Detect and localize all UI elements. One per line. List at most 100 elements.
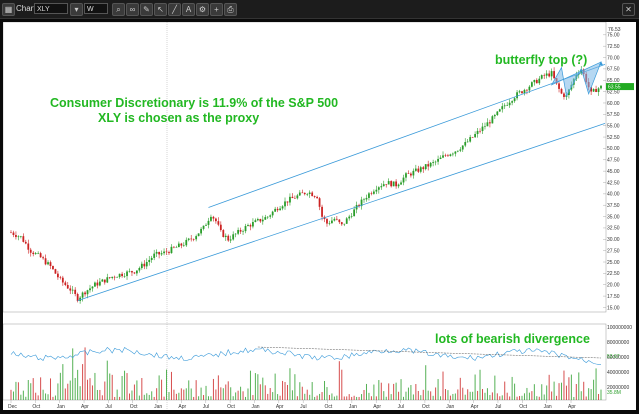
time-tick-label: Apr xyxy=(373,404,381,410)
volume-bar xyxy=(489,395,491,400)
candle-body xyxy=(24,241,27,244)
volume-bar xyxy=(264,385,266,400)
volume-bar xyxy=(593,379,595,400)
candle-body xyxy=(34,253,37,255)
link-icon[interactable]: ∞ xyxy=(126,3,139,16)
candle-body xyxy=(353,209,356,217)
volume-bar xyxy=(35,392,37,400)
candle-body xyxy=(301,192,304,194)
volume-bar xyxy=(289,368,291,400)
price-tick-label: 47.50 xyxy=(607,158,620,164)
rsi-current-label: 53.67 xyxy=(607,354,620,360)
candle-body xyxy=(318,198,321,207)
candle-body xyxy=(242,231,244,232)
volume-bar xyxy=(556,395,558,400)
volume-bar xyxy=(89,378,91,400)
candle-body xyxy=(340,222,343,225)
candle-body xyxy=(316,196,319,199)
text-icon[interactable]: A xyxy=(182,3,195,16)
candle-body xyxy=(331,220,333,224)
volume-bar xyxy=(272,392,274,400)
volume-bar xyxy=(430,391,432,400)
search-icon[interactable]: ⌕ xyxy=(112,3,125,16)
close-icon[interactable]: ✕ xyxy=(622,3,635,16)
volume-bar xyxy=(282,380,284,400)
price-tick-label: 70.00 xyxy=(607,55,620,61)
volume-bar xyxy=(133,384,135,400)
volume-bar xyxy=(141,378,143,400)
candle-body xyxy=(333,218,336,221)
candle-body xyxy=(407,173,410,174)
candle-body xyxy=(370,193,373,194)
pencil-icon[interactable]: ✎ xyxy=(140,3,153,16)
candle-body xyxy=(326,219,328,224)
candle-body xyxy=(212,216,215,219)
volume-bar xyxy=(274,373,276,400)
candle-body xyxy=(511,101,514,103)
candle-body xyxy=(382,184,385,187)
time-tick-label: Jan xyxy=(154,404,162,410)
candle-body xyxy=(516,92,518,99)
price-chart[interactable]: 75.00 72.50 70.00 67.50 65.00 62.50 60.00 57.50… xyxy=(3,22,636,410)
candle-body xyxy=(459,149,462,151)
volume-bar xyxy=(235,392,237,400)
volume-bar xyxy=(79,386,81,400)
candle-body xyxy=(66,285,69,289)
candle-body xyxy=(214,218,217,222)
candle-body xyxy=(175,247,178,248)
zoom-icon[interactable]: + xyxy=(210,3,223,16)
time-tick-label: Jan xyxy=(446,404,454,410)
volume-bar xyxy=(375,396,377,400)
cursor-icon[interactable]: ↖ xyxy=(154,3,167,16)
candle-body xyxy=(155,251,158,254)
volume-bar xyxy=(180,388,182,400)
candle-body xyxy=(528,86,531,91)
volume-bar xyxy=(267,393,269,400)
chart-window-icon[interactable]: ▦ xyxy=(2,3,15,16)
time-tick-label: Apr xyxy=(81,404,89,410)
volume-bar xyxy=(385,396,387,400)
volume-bar xyxy=(170,371,172,400)
volume-bar xyxy=(403,396,405,400)
volume-current-label: 35.8M xyxy=(607,390,621,396)
settings-icon[interactable]: ⚙ xyxy=(196,3,209,16)
volume-bar xyxy=(546,385,548,400)
price-tick-label: 62.50 xyxy=(607,89,620,95)
time-tick-label: Oct xyxy=(519,404,527,410)
interval-select[interactable]: W xyxy=(84,3,108,14)
volume-bar xyxy=(499,396,501,400)
volume-bar xyxy=(277,394,279,400)
time-tick-label: Apr xyxy=(276,404,284,410)
time-tick-label: Jul xyxy=(398,404,404,410)
volume-bar xyxy=(393,383,395,400)
candle-body xyxy=(111,276,114,278)
candle-body xyxy=(311,192,314,197)
symbol-input[interactable]: XLY xyxy=(34,3,68,14)
volume-bar xyxy=(316,395,318,400)
volume-bar xyxy=(370,396,372,400)
candle-body xyxy=(103,279,106,283)
line-icon[interactable]: ╱ xyxy=(168,3,181,16)
candle-body xyxy=(405,173,407,178)
candle-body xyxy=(190,238,193,240)
volume-bar xyxy=(585,396,587,400)
candle-body xyxy=(276,208,279,211)
dropdown-icon[interactable]: ▾ xyxy=(70,3,83,16)
annotation-butterfly-top: butterfly top (?) xyxy=(495,53,587,67)
volume-bar xyxy=(222,388,224,400)
volume-bar xyxy=(62,364,64,400)
volume-bar xyxy=(252,395,254,400)
volume-bar xyxy=(158,375,160,400)
volume-axis-label: 40000000 xyxy=(607,370,629,376)
candle-body xyxy=(390,181,393,187)
candle-body xyxy=(140,263,143,269)
volume-bar xyxy=(254,373,256,400)
print-icon[interactable]: ⎙ xyxy=(224,3,237,16)
candle-body xyxy=(116,277,119,278)
candle-body xyxy=(474,134,477,138)
volume-bar xyxy=(131,390,133,400)
annotation-proxy: XLY is chosen as the proxy xyxy=(98,111,259,125)
volume-bar xyxy=(543,394,545,400)
volume-bar xyxy=(417,390,419,400)
price-tick-label: 37.50 xyxy=(607,203,620,209)
